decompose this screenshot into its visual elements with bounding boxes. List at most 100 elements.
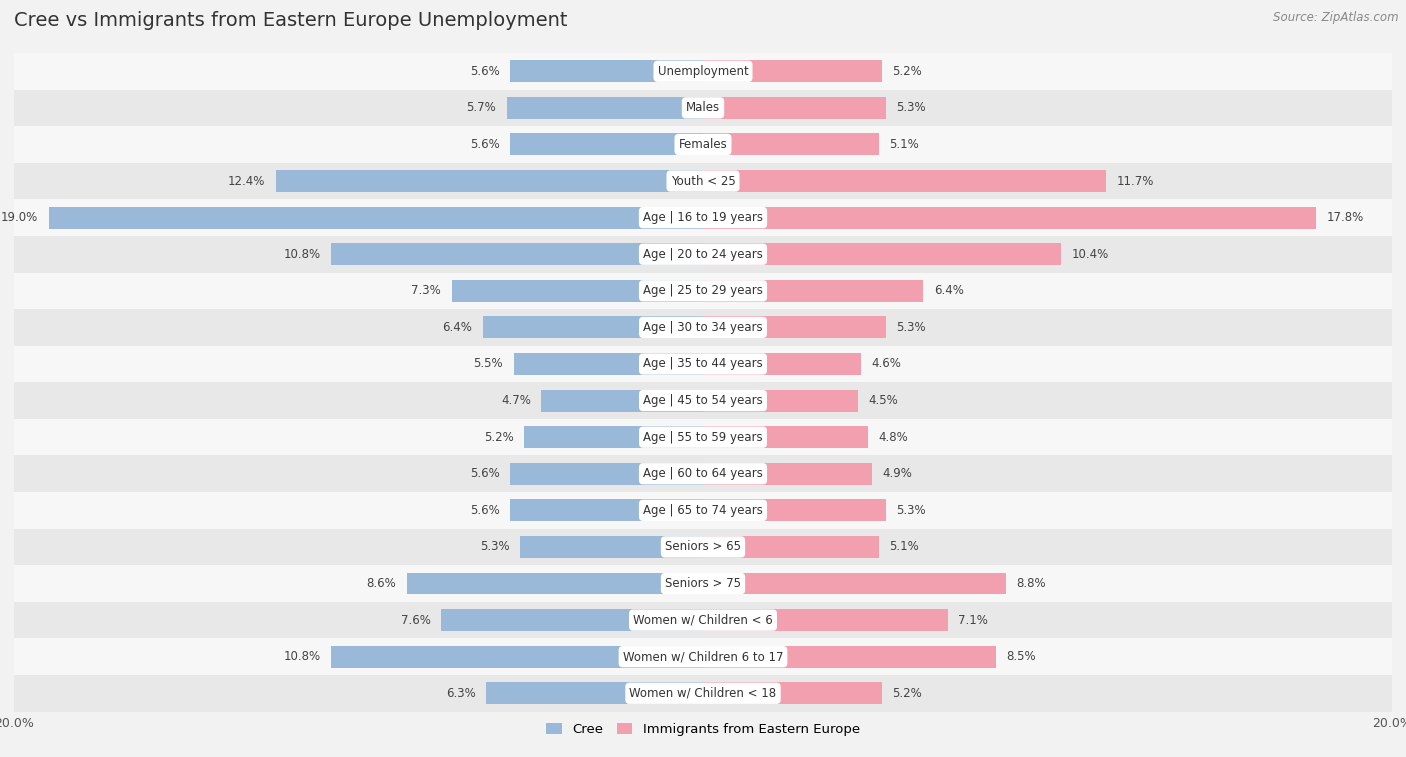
Text: 8.8%: 8.8% [1017,577,1046,590]
Text: Cree vs Immigrants from Eastern Europe Unemployment: Cree vs Immigrants from Eastern Europe U… [14,11,568,30]
Bar [520,536,703,558]
Bar [14,602,1392,638]
Text: 5.2%: 5.2% [893,687,922,699]
Text: 10.8%: 10.8% [284,650,321,663]
Text: 4.6%: 4.6% [872,357,901,370]
Text: 5.3%: 5.3% [896,101,925,114]
Legend: Cree, Immigrants from Eastern Europe: Cree, Immigrants from Eastern Europe [541,718,865,741]
Text: 8.6%: 8.6% [367,577,396,590]
Bar [703,463,872,484]
Text: 5.6%: 5.6% [470,138,499,151]
Bar [14,163,1392,199]
Bar [14,675,1392,712]
Bar [14,126,1392,163]
Bar [703,572,1007,594]
Bar [513,353,703,375]
Bar [703,390,858,412]
Bar [441,609,703,631]
Text: 5.6%: 5.6% [470,467,499,480]
Text: 5.3%: 5.3% [896,321,925,334]
Text: Youth < 25: Youth < 25 [671,175,735,188]
Text: 19.0%: 19.0% [1,211,38,224]
Bar [486,682,703,704]
Text: Unemployment: Unemployment [658,65,748,78]
Text: Age | 20 to 24 years: Age | 20 to 24 years [643,248,763,260]
Text: Females: Females [679,138,727,151]
Text: 4.8%: 4.8% [879,431,908,444]
Text: 6.3%: 6.3% [446,687,475,699]
Bar [510,61,703,83]
Text: Age | 35 to 44 years: Age | 35 to 44 years [643,357,763,370]
Bar [330,243,703,265]
Text: Age | 30 to 34 years: Age | 30 to 34 years [643,321,763,334]
Text: 5.2%: 5.2% [893,65,922,78]
Bar [14,309,1392,346]
Text: 5.1%: 5.1% [889,540,918,553]
Bar [482,316,703,338]
Text: Seniors > 75: Seniors > 75 [665,577,741,590]
Bar [703,133,879,155]
Text: 6.4%: 6.4% [934,285,963,298]
Bar [510,463,703,484]
Text: 5.1%: 5.1% [889,138,918,151]
Bar [703,61,882,83]
Bar [14,492,1392,528]
Bar [14,528,1392,565]
Bar [703,97,886,119]
Bar [14,419,1392,456]
Text: Women w/ Children < 18: Women w/ Children < 18 [630,687,776,699]
Text: 5.6%: 5.6% [470,65,499,78]
Text: Males: Males [686,101,720,114]
Text: Source: ZipAtlas.com: Source: ZipAtlas.com [1274,11,1399,24]
Bar [14,382,1392,419]
Bar [276,170,703,192]
Bar [14,236,1392,273]
Bar [14,53,1392,89]
Bar [703,426,869,448]
Text: Age | 60 to 64 years: Age | 60 to 64 years [643,467,763,480]
Text: Age | 25 to 29 years: Age | 25 to 29 years [643,285,763,298]
Bar [541,390,703,412]
Text: 5.5%: 5.5% [474,357,503,370]
Text: 4.5%: 4.5% [869,394,898,407]
Bar [524,426,703,448]
Bar [330,646,703,668]
Bar [14,565,1392,602]
Bar [703,609,948,631]
Bar [14,273,1392,309]
Text: 17.8%: 17.8% [1326,211,1364,224]
Text: Women w/ Children 6 to 17: Women w/ Children 6 to 17 [623,650,783,663]
Bar [703,170,1107,192]
Text: 4.7%: 4.7% [501,394,531,407]
Bar [703,280,924,302]
Bar [14,346,1392,382]
Text: Women w/ Children < 6: Women w/ Children < 6 [633,614,773,627]
Bar [406,572,703,594]
Text: Age | 65 to 74 years: Age | 65 to 74 years [643,504,763,517]
Bar [14,638,1392,675]
Text: Age | 45 to 54 years: Age | 45 to 54 years [643,394,763,407]
Text: 4.9%: 4.9% [882,467,912,480]
Text: Age | 55 to 59 years: Age | 55 to 59 years [643,431,763,444]
Bar [703,646,995,668]
Text: 12.4%: 12.4% [228,175,266,188]
Text: 11.7%: 11.7% [1116,175,1154,188]
Bar [703,316,886,338]
Text: Age | 16 to 19 years: Age | 16 to 19 years [643,211,763,224]
Bar [14,199,1392,236]
Bar [510,500,703,522]
Text: 5.3%: 5.3% [481,540,510,553]
Bar [451,280,703,302]
Text: 5.3%: 5.3% [896,504,925,517]
Text: 10.8%: 10.8% [284,248,321,260]
Bar [703,353,862,375]
Text: Seniors > 65: Seniors > 65 [665,540,741,553]
Bar [48,207,703,229]
Text: 7.1%: 7.1% [957,614,988,627]
Bar [703,500,886,522]
Text: 10.4%: 10.4% [1071,248,1109,260]
Bar [703,207,1316,229]
Bar [703,536,879,558]
Text: 7.6%: 7.6% [401,614,430,627]
Text: 8.5%: 8.5% [1007,650,1036,663]
